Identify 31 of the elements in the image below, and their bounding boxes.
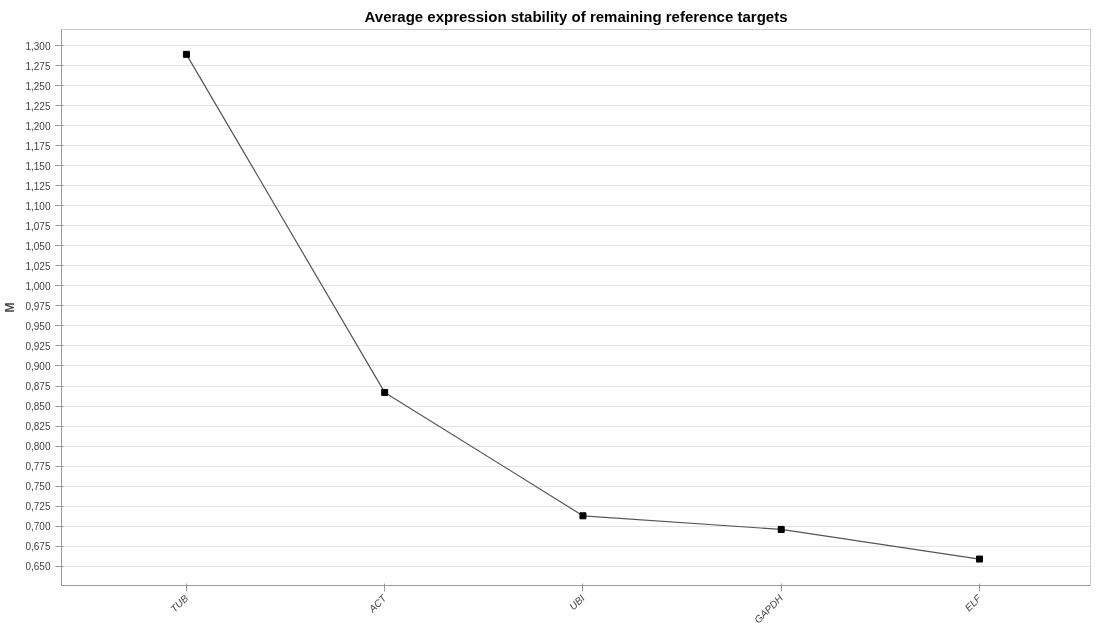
y-tick-label: 1,075 [25, 220, 51, 232]
y-tick-label: 0,725 [25, 501, 51, 513]
y-tick-label: 0,750 [25, 481, 51, 493]
y-tick-label: 0,975 [25, 300, 51, 312]
y-tick-label: 0,875 [25, 381, 51, 393]
x-tick-label: UBI [567, 592, 587, 613]
y-tick-label: 1,250 [25, 80, 51, 92]
chart-title: Average expression stability of remaining reference targets [364, 7, 788, 25]
y-tick-label: 1,150 [25, 160, 51, 172]
y-tick-label: 0,775 [25, 461, 51, 473]
y-tick-label: 0,700 [25, 521, 51, 533]
y-tick-label: 0,650 [25, 561, 51, 573]
y-tick-label: 1,100 [25, 200, 51, 212]
y-tick-label: 1,225 [25, 100, 51, 112]
y-tick-label: 0,850 [25, 401, 51, 413]
y-axis-title: M [3, 302, 18, 313]
y-tick-label: 0,800 [25, 441, 51, 453]
y-tick-label: 1,200 [25, 120, 51, 132]
y-tick-label: 0,950 [25, 320, 51, 332]
y-tick-label: 1,300 [25, 40, 51, 52]
y-tick-label: 0,825 [25, 421, 51, 433]
y-tick-label: 1,000 [25, 280, 51, 292]
y-tick-label: 0,925 [25, 340, 51, 352]
y-tick-label: 1,175 [25, 140, 51, 152]
y-tick-label: 1,050 [25, 240, 51, 252]
y-tick-label: 0,900 [25, 360, 51, 372]
x-tick-label: TUB [168, 592, 191, 615]
y-tick-label: 1,025 [25, 260, 51, 272]
y-tick-label: 1,125 [25, 180, 51, 192]
y-tick-label: 1,275 [25, 60, 51, 72]
y-tick-label: 0,675 [25, 541, 51, 553]
